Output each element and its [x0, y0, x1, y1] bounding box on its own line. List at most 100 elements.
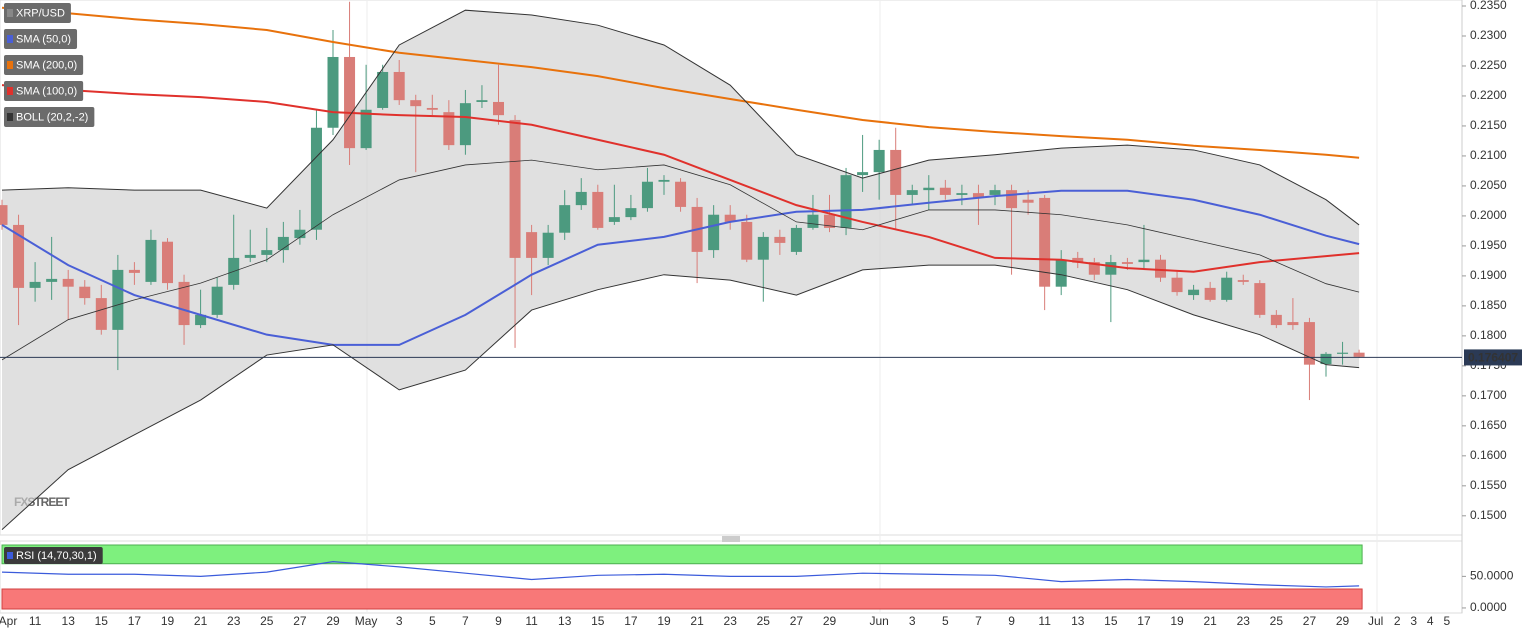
candle-body — [46, 278, 58, 282]
legend-swatch — [7, 9, 13, 17]
candle-body — [1287, 322, 1299, 326]
candle-body — [774, 236, 786, 243]
x-tick-label: 19 — [1170, 614, 1184, 628]
candle-body — [377, 71, 389, 108]
sma-line — [1, 84, 1360, 273]
legend-label: RSI (14,70,30,1) — [16, 550, 97, 562]
candle-body — [1353, 352, 1365, 357]
legend-box — [4, 81, 84, 101]
x-tick-label: 17 — [624, 614, 638, 628]
x-tick-label: 11 — [1038, 614, 1051, 628]
candle-body — [923, 187, 935, 191]
candle-body — [360, 109, 372, 149]
y-tick-label: 0.1550 — [1470, 478, 1507, 492]
candle-body — [1221, 277, 1233, 300]
x-tick-label: 5 — [942, 614, 949, 628]
legend-swatch — [7, 35, 13, 43]
candle-body — [29, 281, 41, 288]
candle-body — [443, 112, 455, 146]
pane-handle[interactable] — [722, 536, 740, 542]
candle-body — [1072, 257, 1084, 263]
x-tick-label: 11 — [525, 614, 538, 628]
legend-label: BOLL (20,2,-2) — [16, 111, 88, 123]
x-tick-label: 25 — [757, 614, 771, 628]
candle-body — [344, 56, 356, 149]
candle-body — [310, 127, 322, 230]
legend-box — [4, 3, 71, 23]
legend-entry[interactable]: SMA (200,0) — [4, 55, 84, 75]
candle-body — [790, 227, 802, 252]
y-tick-label: 0.2350 — [1470, 0, 1507, 12]
y-tick-label: 0.1700 — [1470, 388, 1507, 402]
x-tick-label: 17 — [1137, 614, 1151, 628]
candle-body — [95, 298, 107, 330]
candle-body — [824, 214, 835, 228]
x-tick-label: 23 — [724, 614, 738, 628]
candle-body — [1055, 259, 1067, 287]
x-tick-label: 25 — [1270, 614, 1284, 628]
sma-line — [1, 6, 1360, 159]
candle-body — [592, 191, 604, 228]
candle-body — [675, 181, 687, 207]
y-tick-label: 0.2250 — [1470, 58, 1507, 72]
candle-body — [939, 187, 951, 195]
legend-swatch — [7, 87, 13, 95]
x-tick-label: 3 — [1410, 614, 1417, 628]
candle-body — [890, 149, 902, 195]
x-tick-label: 21 — [1203, 614, 1217, 628]
legend-entry[interactable]: SMA (50,0) — [4, 29, 78, 49]
candle-body — [972, 193, 984, 198]
candle-body — [1188, 289, 1200, 296]
candle-body — [1022, 199, 1034, 203]
candle-body — [741, 221, 753, 260]
candle-body — [1006, 190, 1018, 209]
legend-box — [4, 547, 103, 564]
sma-line — [1, 189, 1360, 346]
candle-body — [410, 100, 422, 107]
candle-body — [178, 281, 190, 326]
x-tick-label: 5 — [429, 614, 436, 628]
candle-body — [608, 217, 620, 222]
y-tick-label: 50.0000 — [1470, 569, 1514, 583]
candle-body — [195, 314, 207, 326]
candle-body — [708, 214, 720, 251]
boll-line — [1, 264, 1360, 530]
legend-box — [4, 107, 95, 127]
candle-body — [1105, 262, 1117, 275]
candle-body — [128, 269, 140, 273]
legend-entry[interactable]: SMA (100,0) — [4, 81, 84, 101]
y-tick-label: 0.0000 — [1470, 600, 1507, 614]
x-tick-label: 29 — [823, 614, 837, 628]
last-price-tag — [1464, 349, 1522, 366]
x-tick-label: 5 — [1443, 614, 1450, 628]
legend-entry[interactable]: BOLL (20,2,-2) — [4, 107, 95, 127]
candle-body — [1254, 283, 1266, 315]
y-tick-label: 0.1600 — [1470, 448, 1507, 462]
candle-body — [1155, 259, 1166, 278]
y-tick-label: 0.1950 — [1470, 238, 1507, 252]
x-tick-label: 27 — [790, 614, 804, 628]
candle-body — [1039, 197, 1051, 287]
y-tick-label: 0.2100 — [1470, 148, 1507, 162]
candle-body — [1337, 352, 1349, 354]
x-tick-label: 21 — [194, 614, 208, 628]
legend-entry[interactable]: RSI (14,70,30,1) — [4, 547, 103, 564]
legend-entry[interactable]: XRP/USD — [4, 3, 71, 23]
x-tick-label: 15 — [591, 614, 605, 628]
x-tick-label: 19 — [657, 614, 671, 628]
candle-body — [1320, 353, 1332, 365]
candle-body — [13, 224, 25, 288]
candle-body — [79, 286, 91, 299]
candle-body — [145, 239, 157, 282]
candle-body — [1121, 262, 1133, 264]
candle-body — [873, 149, 885, 173]
candle-body — [211, 286, 223, 315]
y-tick-label: 0.1850 — [1470, 298, 1507, 312]
candle-body — [542, 232, 554, 258]
x-tick-label: 23 — [227, 614, 241, 628]
candle-body — [294, 229, 306, 239]
x-tick-label: 13 — [558, 614, 572, 628]
x-tick-label: May — [355, 614, 378, 628]
x-tick-label: 3 — [909, 614, 916, 628]
